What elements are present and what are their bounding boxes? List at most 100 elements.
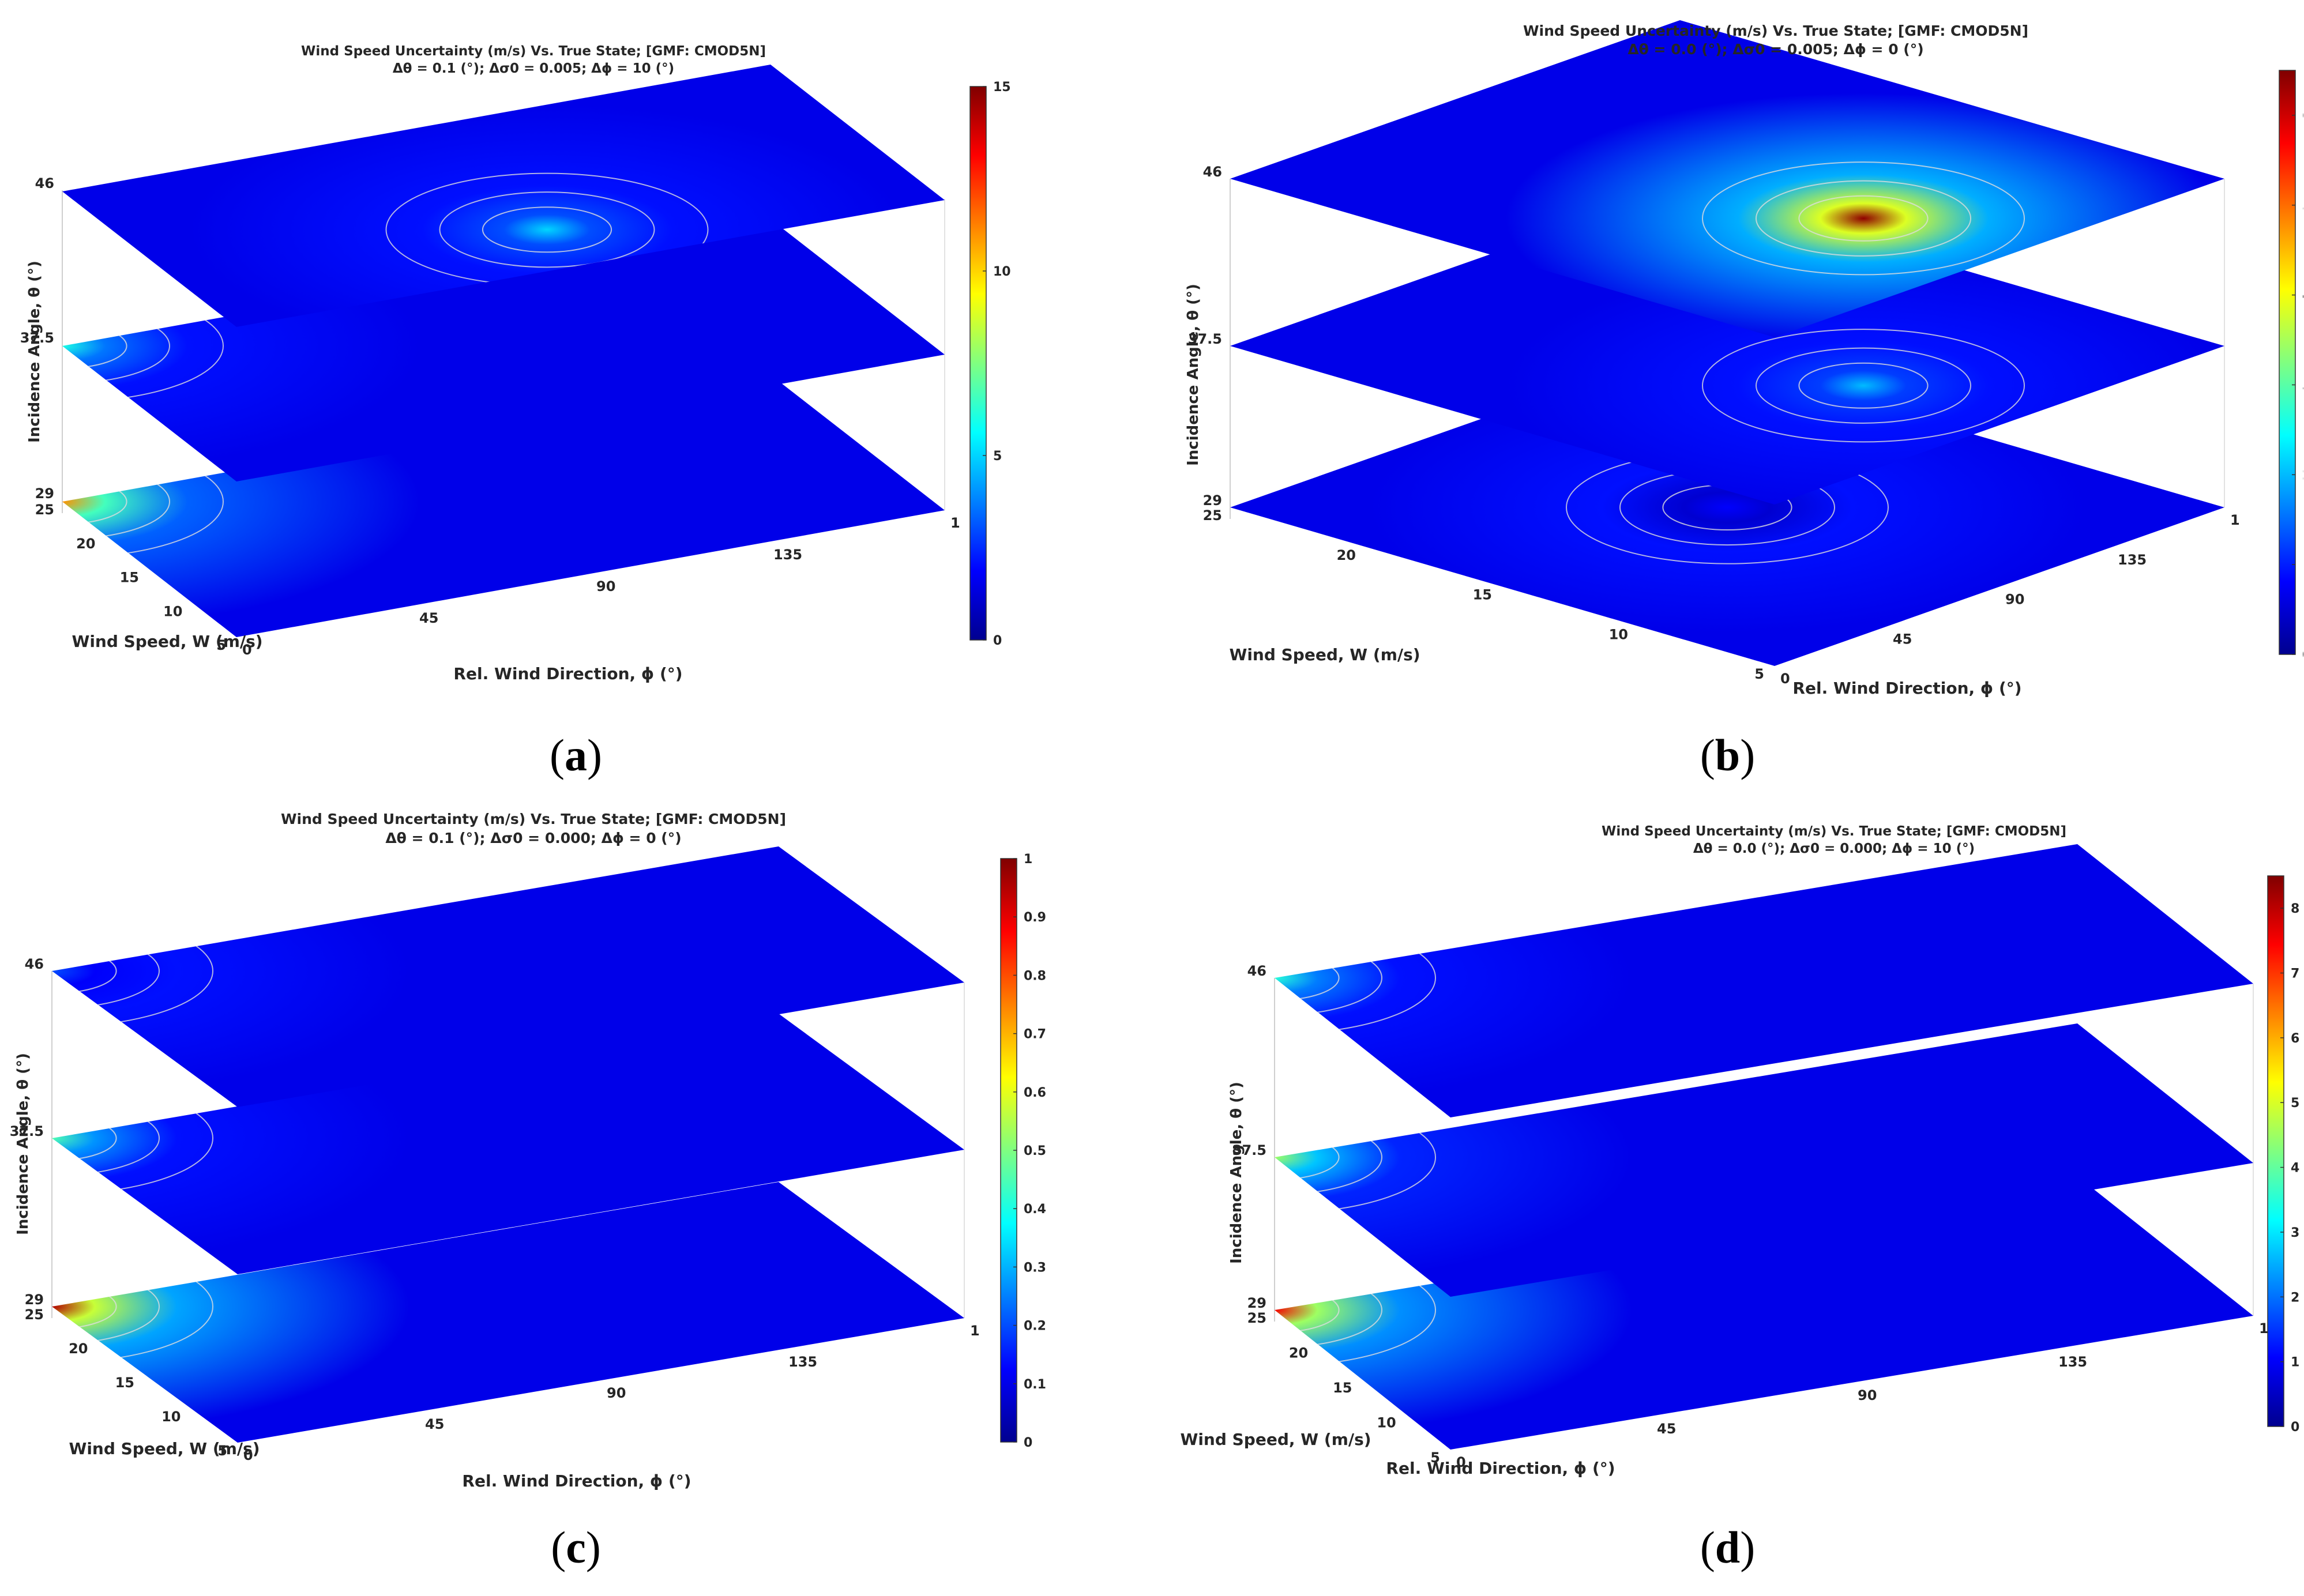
y-tick-label: 45	[419, 610, 438, 626]
y-axis-label: Rel. Wind Direction, ϕ (°)	[462, 1471, 691, 1490]
x-tick-label: 20	[1337, 547, 1356, 563]
colorbar-tick-label: 0.8	[1024, 969, 1046, 983]
y-tick-label: 135	[773, 547, 802, 563]
contour-line	[52, 1268, 160, 1345]
y-tick-label: 0	[243, 1447, 253, 1463]
colorbar-tick-label: 0	[2291, 1420, 2299, 1435]
caption-b-close: )	[1740, 730, 1756, 780]
caption-b-letter: b	[1715, 730, 1741, 780]
y-axis-label: Rel. Wind Direction, ϕ (°)	[1792, 679, 2021, 698]
caption-d: (d)	[1152, 1522, 2303, 1574]
contour-line	[1798, 362, 1929, 409]
contour-line	[52, 1100, 160, 1177]
contour-line	[62, 445, 224, 559]
colorbar-tick-label: 0	[1024, 1436, 1032, 1450]
colorbar-tick-label: 5	[2302, 199, 2303, 213]
caption-c-open: (	[551, 1522, 566, 1572]
x-tick-label: 25	[35, 502, 54, 518]
slice-theta-46	[52, 846, 964, 1107]
x-tick-label: 5	[1430, 1450, 1440, 1466]
colorbar-tick-label: 3	[2302, 378, 2303, 393]
slice-theta-37-5	[1275, 1023, 2253, 1297]
x-tick-label: 25	[1203, 507, 1222, 524]
z-tick-label: 46	[1247, 963, 1266, 979]
y-tick-label: 0	[1780, 671, 1790, 687]
caption-d-letter: d	[1715, 1522, 1741, 1572]
contour-line	[52, 914, 213, 1028]
colorbar-tick-label: 5	[993, 449, 1002, 464]
contour-line	[1756, 347, 1971, 424]
contour-line	[1275, 1286, 1340, 1334]
y-axis-label: Rel. Wind Direction, ϕ (°)	[453, 664, 682, 683]
x-tick-label: 25	[1247, 1310, 1266, 1326]
y-tick-label: 90	[2005, 592, 2024, 608]
caption-d-open: (	[1700, 1522, 1715, 1572]
x-tick-label: 25	[25, 1307, 44, 1323]
y-tick-label: 0	[1456, 1454, 1466, 1470]
slice-theta-46	[1275, 844, 2253, 1117]
slice-theta-29	[1275, 1176, 2253, 1450]
colorbar-tick-label: 2	[2291, 1290, 2299, 1305]
z-tick-label: 37.5	[1232, 1142, 1266, 1158]
chart-a: Wind Speed Uncertainty (m/s) Vs. True St…	[20, 44, 1011, 683]
y-tick-label: 0	[242, 642, 252, 658]
colorbar-tick-label: 0.7	[1024, 1027, 1046, 1042]
chart-b: Wind Speed Uncertainty (m/s) Vs. True St…	[1185, 20, 2303, 698]
chart-subtitle: Δθ = 0.0 (°); Δσ0 = 0.005; Δϕ = 0 (°)	[1628, 41, 1923, 58]
colorbar	[2267, 875, 2284, 1427]
colorbar-tick-label: 4	[2291, 1161, 2299, 1176]
colorbar-tick-label: 15	[993, 80, 1011, 95]
z-tick-label: 29	[25, 1292, 44, 1308]
y-tick-label: 1	[950, 515, 960, 531]
contour-line	[1275, 921, 1436, 1035]
caption-c-letter: c	[566, 1522, 586, 1572]
y-tick-label: 135	[2118, 552, 2147, 568]
x-axis-label: Wind Speed, W (m/s)	[72, 632, 262, 651]
z-tick-label: 29	[1247, 1295, 1266, 1311]
chart-c: Wind Speed Uncertainty (m/s) Vs. True St…	[10, 811, 1046, 1490]
slice-theta-37-5	[52, 1014, 964, 1274]
x-tick-label: 5	[217, 1443, 227, 1459]
z-axis-label: Incidence Angle, θ (°)	[1228, 1082, 1245, 1264]
slice-theta-29	[52, 1182, 964, 1443]
z-tick-label: 46	[1203, 164, 1222, 180]
caption-c: (c)	[0, 1522, 1152, 1574]
contour-line	[62, 463, 170, 540]
contour-line	[62, 307, 170, 385]
contour-line	[52, 1283, 117, 1330]
contour-line	[1702, 329, 2025, 443]
y-tick-label: 45	[1657, 1421, 1676, 1437]
colorbar-tick-label: 0.9	[1024, 910, 1046, 925]
chart-title: Wind Speed Uncertainty (m/s) Vs. True St…	[1602, 824, 2066, 839]
contour-line	[52, 932, 160, 1010]
contour-line	[52, 1115, 117, 1162]
x-tick-label: 10	[161, 1409, 181, 1425]
caption-a: (a)	[0, 729, 1152, 781]
contour-line	[1275, 1100, 1436, 1214]
colorbar	[969, 86, 987, 641]
contour-line	[52, 1249, 213, 1364]
colorbar-tick-label: 8	[2291, 902, 2299, 916]
slice-theta-46	[1230, 20, 2224, 337]
z-tick-label: 46	[25, 956, 44, 972]
y-tick-label: 90	[596, 578, 615, 594]
chart-title: Wind Speed Uncertainty (m/s) Vs. True St…	[281, 811, 786, 827]
slice-theta-37-5	[1230, 187, 2224, 505]
colorbar-tick-label: 10	[993, 265, 1011, 279]
x-tick-label: 15	[120, 570, 139, 586]
colorbar-tick-label: 0.6	[1024, 1086, 1046, 1100]
contour-line	[1275, 1253, 1436, 1367]
colorbar-tick-label: 0.5	[1024, 1144, 1046, 1158]
chart-title: Wind Speed Uncertainty (m/s) Vs. True St…	[301, 44, 766, 59]
x-tick-label: 20	[1289, 1345, 1308, 1361]
colorbar-tick-label: 0.3	[1024, 1260, 1046, 1275]
slice-theta-37-5	[62, 219, 945, 481]
x-axis-label: Wind Speed, W (m/s)	[69, 1439, 260, 1458]
x-tick-label: 10	[1377, 1415, 1396, 1431]
z-axis-label: Incidence Angle, θ (°)	[26, 261, 43, 443]
contour-line	[1275, 954, 1340, 1002]
y-tick-label: 90	[1858, 1387, 1877, 1403]
x-tick-label: 10	[1609, 626, 1628, 642]
colorbar-tick-label: 6	[2291, 1032, 2299, 1046]
contour-line	[1275, 1271, 1382, 1349]
